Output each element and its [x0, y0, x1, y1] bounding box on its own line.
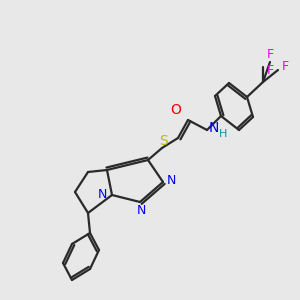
Text: F: F: [281, 59, 289, 73]
Text: O: O: [171, 103, 182, 117]
Text: N: N: [97, 188, 107, 202]
Text: N: N: [166, 175, 176, 188]
Text: H: H: [219, 129, 227, 139]
Text: N: N: [209, 121, 219, 135]
Text: F: F: [266, 49, 274, 62]
Text: S: S: [159, 134, 167, 148]
Text: N: N: [136, 203, 146, 217]
Text: F: F: [266, 64, 274, 76]
